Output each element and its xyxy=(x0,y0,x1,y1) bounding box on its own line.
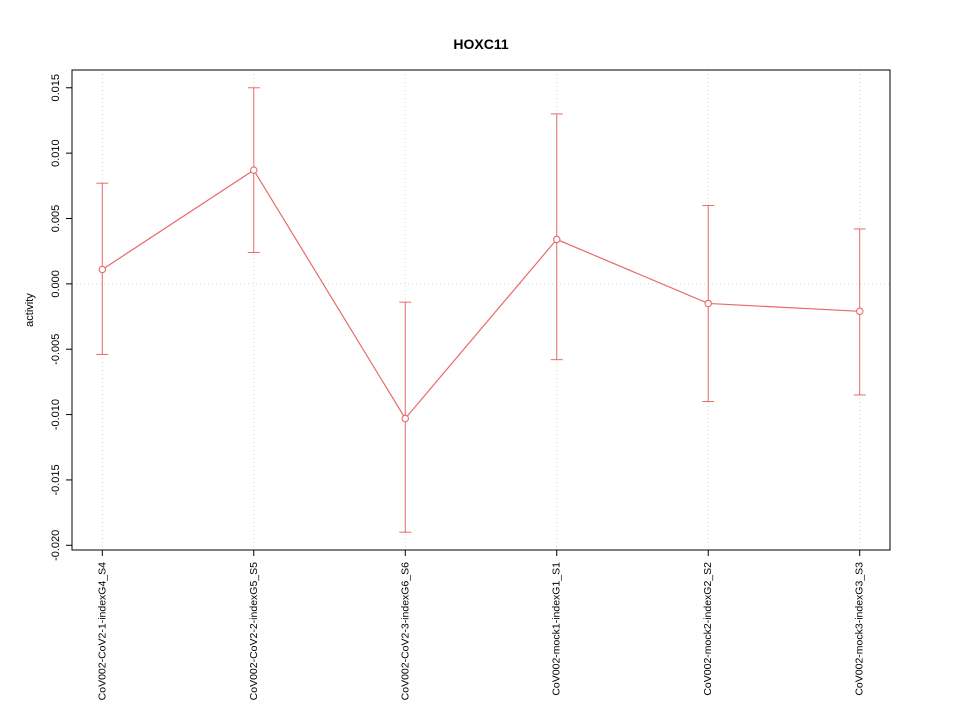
chart-title: HOXC11 xyxy=(453,36,509,52)
x-tick-label: CoV002-mock3-indexG3_S3 xyxy=(854,562,866,696)
y-tick-label: 0.015 xyxy=(50,74,62,102)
x-tick-label: CoV002-mock2-indexG2_S2 xyxy=(702,562,714,696)
data-point xyxy=(250,166,258,174)
x-tick-label: CoV002-mock1-indexG1_S1 xyxy=(551,562,563,696)
y-tick-label: 0.005 xyxy=(50,205,62,233)
y-tick-label: -0.010 xyxy=(50,399,62,430)
y-tick-label: -0.020 xyxy=(50,530,62,561)
x-tick-label: CoV002-CoV2-1-indexG4_S4 xyxy=(96,562,108,700)
x-tick-label: CoV002-CoV2-2-indexG5_S5 xyxy=(248,562,260,700)
y-tick-label: 0.000 xyxy=(50,270,62,298)
y-tick-label: -0.015 xyxy=(50,464,62,495)
plot-box xyxy=(71,69,891,551)
series-line xyxy=(101,169,860,420)
data-point xyxy=(855,307,864,316)
data-point xyxy=(704,299,712,308)
data-point xyxy=(98,265,107,274)
y-tick-label: -0.005 xyxy=(50,334,62,365)
y-tick-label: 0.010 xyxy=(50,139,62,167)
y-axis-title: activity xyxy=(24,293,36,327)
data-point xyxy=(401,414,410,423)
data-point xyxy=(552,235,561,244)
x-tick-label: CoV002-CoV2-3-indexG6_S6 xyxy=(399,562,411,700)
